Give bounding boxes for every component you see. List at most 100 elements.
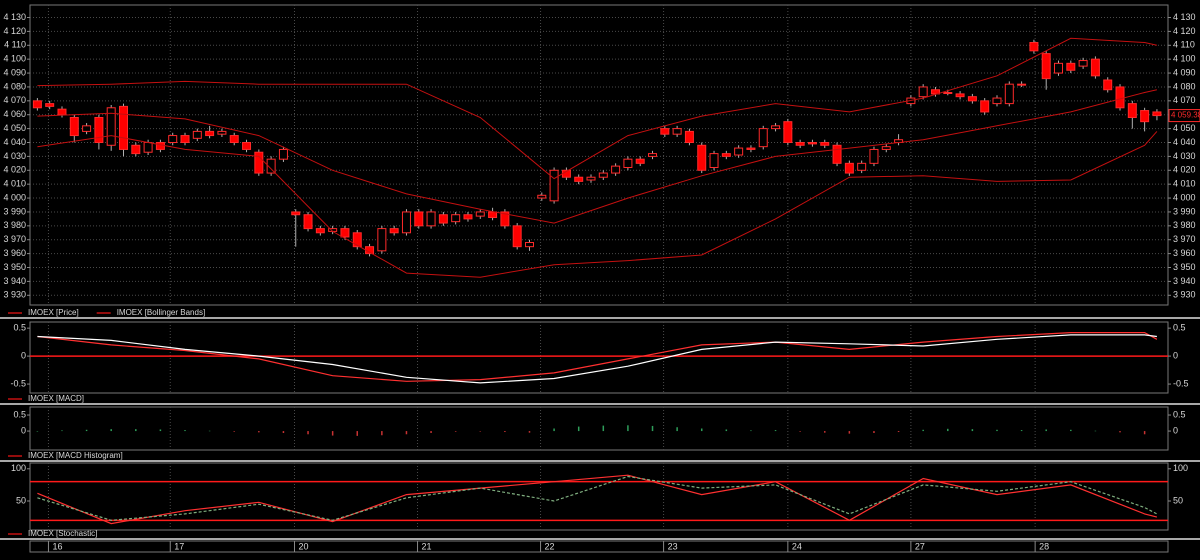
y-tick-label: 3 970 <box>1173 234 1196 244</box>
histogram-bar <box>184 430 186 432</box>
candle-body <box>746 147 756 150</box>
candle-body <box>463 214 473 220</box>
legend-label: IMOEX [Bollinger Bands] <box>117 308 205 317</box>
y-tick-label: 100 <box>11 463 26 473</box>
y-tick-label: 0.5 <box>13 323 26 333</box>
candle-body <box>278 148 288 160</box>
y-tick-label: 4 120 <box>3 26 26 36</box>
y-tick-label: 4 060 <box>3 109 26 119</box>
histogram-bar <box>1070 429 1072 432</box>
candle-body <box>168 135 178 144</box>
histogram-bar <box>405 431 408 435</box>
y-tick-label: 4 070 <box>3 95 26 105</box>
y-tick-label: 4 110 <box>4 40 26 50</box>
histogram-bar <box>774 430 777 432</box>
legend-label: IMOEX [MACD] <box>28 394 84 403</box>
histogram-bar <box>700 428 703 432</box>
candle-body <box>1017 83 1027 86</box>
candle-body <box>1127 103 1137 119</box>
histogram-bar <box>971 429 974 432</box>
x-tick-label: 23 <box>668 541 678 551</box>
candle-body <box>635 158 645 164</box>
last-price-box <box>1168 109 1200 123</box>
y-tick-label: 4 010 <box>3 179 26 189</box>
candle-body <box>721 153 731 157</box>
histogram-bar <box>553 428 555 432</box>
y-tick-label: 4 020 <box>3 165 26 175</box>
histogram-bar <box>1020 430 1023 432</box>
y-tick-label: 4 090 <box>3 67 26 77</box>
candle-body <box>783 121 793 143</box>
series-line <box>37 334 1157 384</box>
last-price-label: 4 059.38 <box>1171 111 1200 120</box>
candle-body <box>291 211 301 216</box>
histogram-bar <box>258 431 260 433</box>
candle-body <box>155 142 165 150</box>
y-tick-label: 0.5 <box>13 409 26 419</box>
y-tick-label: 3 940 <box>3 276 26 286</box>
x-tick-label: 24 <box>792 541 802 551</box>
x-tick-label: 28 <box>1039 541 1049 551</box>
x-tick-label: 17 <box>174 541 184 551</box>
candle-body <box>205 130 215 137</box>
y-tick-label: 0 <box>21 425 26 435</box>
plot-frame <box>29 462 1169 531</box>
y-tick-label: 4 110 <box>1173 40 1195 50</box>
y-tick-label: -0.5 <box>1173 378 1189 388</box>
x-tick-label: 16 <box>52 541 62 551</box>
candle-body <box>45 103 55 107</box>
candle-body <box>881 146 891 150</box>
candle-body <box>69 117 79 137</box>
histogram-bar <box>430 431 432 433</box>
y-tick-label: 4 050 <box>3 123 26 133</box>
band-line <box>37 89 1158 224</box>
histogram-bar <box>750 430 752 432</box>
band-line <box>37 131 1158 278</box>
candle-body <box>943 92 953 94</box>
candle-body <box>672 128 682 135</box>
candle-body <box>574 176 584 182</box>
candle-body <box>967 96 977 102</box>
candle-body <box>648 153 658 157</box>
plot-frame <box>29 406 1169 451</box>
x-tick-label: 22 <box>545 541 555 551</box>
candle-body <box>623 158 633 169</box>
candle-body <box>771 125 781 130</box>
candle-body <box>598 172 608 178</box>
y-tick-label: 4 050 <box>1173 123 1196 133</box>
candle-body <box>57 108 67 116</box>
candle-body <box>1029 42 1039 52</box>
candle-body <box>438 214 448 224</box>
legend-label: IMOEX [MACD Histogram] <box>28 451 123 460</box>
candle-body <box>303 214 313 230</box>
y-tick-label: 3 960 <box>3 248 26 258</box>
histogram-bar <box>381 431 383 436</box>
histogram-bar <box>85 429 88 432</box>
candle-body <box>611 165 621 174</box>
x-tick-label: 21 <box>422 541 432 551</box>
histogram-bar <box>577 426 580 432</box>
histogram-bar <box>135 429 137 432</box>
y-tick-label: 4 030 <box>3 151 26 161</box>
candle-body <box>660 128 670 135</box>
y-tick-label: 0.5 <box>1173 409 1186 419</box>
candle-body <box>820 142 830 146</box>
y-tick-label: 3 990 <box>3 206 26 216</box>
y-tick-label: 3 970 <box>3 234 26 244</box>
candle-body <box>389 228 399 234</box>
x-tick-label: 20 <box>299 541 309 551</box>
y-tick-label: 4 000 <box>3 192 26 202</box>
histogram-bar <box>504 431 506 433</box>
series-line <box>37 475 1158 521</box>
candle-body <box>217 130 227 135</box>
candle-body <box>1115 86 1125 109</box>
y-tick-label: 3 940 <box>1173 276 1196 286</box>
y-tick-label: 3 980 <box>1173 220 1196 230</box>
candle-body <box>315 228 325 234</box>
y-tick-label: 4 000 <box>1173 192 1196 202</box>
y-tick-label: 4 100 <box>3 54 26 64</box>
band-line <box>37 37 1158 180</box>
candle-body <box>352 232 362 248</box>
y-tick-label: 4 080 <box>1173 81 1196 91</box>
